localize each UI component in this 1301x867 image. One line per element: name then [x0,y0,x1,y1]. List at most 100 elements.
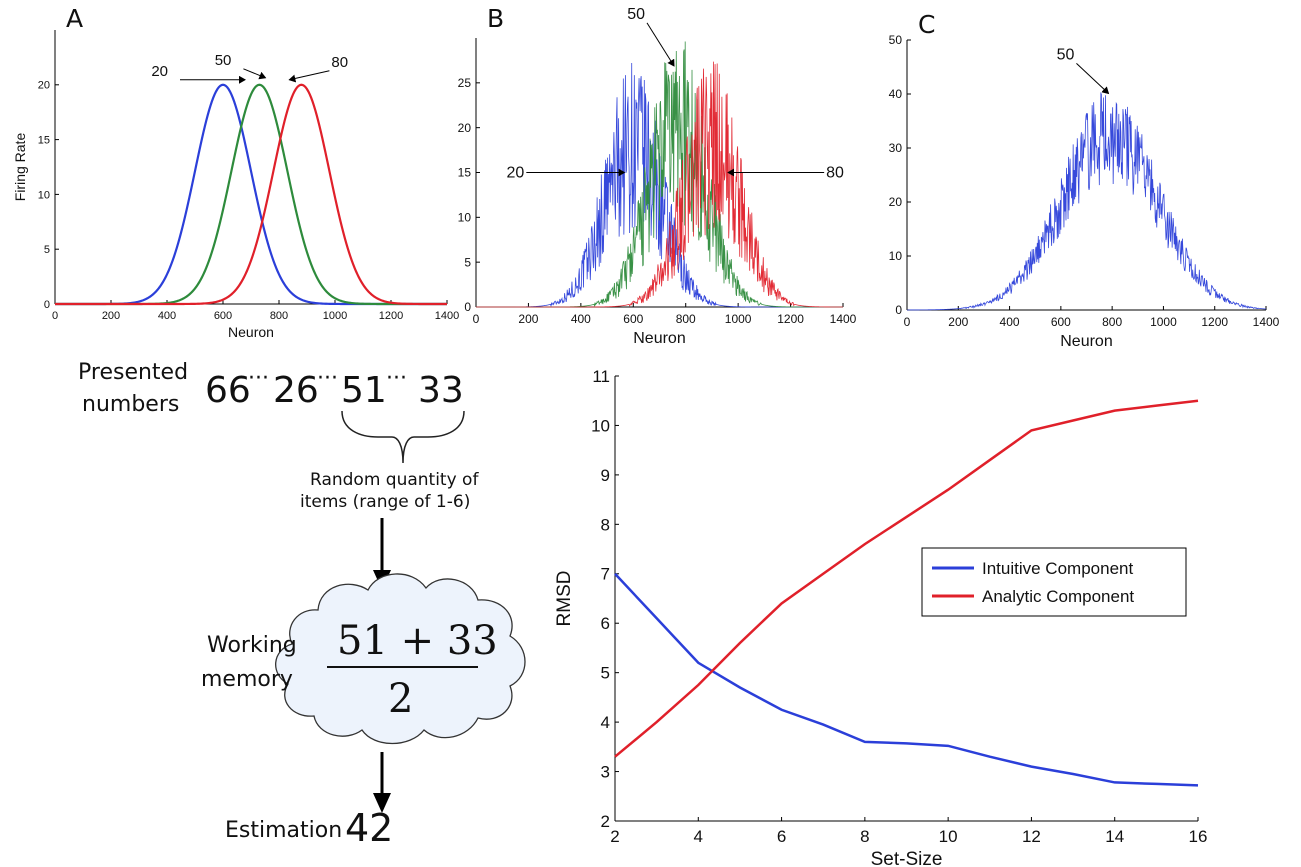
annotation-label: 80 [331,54,348,71]
y-tick-label: 15 [38,134,50,146]
chart-panel-a: 0 200 400 600 800 1000 1200 1400 0 5 10 15 20 Neuron F… [12,30,459,340]
x-tick-label: 400 [1000,315,1020,329]
x-axis-label: Set-Size [871,849,943,867]
series-line [614,399,1199,758]
x-axis-label: Neuron [1060,333,1112,350]
presented-label-2: numbers [82,392,180,417]
x-tick-label: 1200 [379,310,403,322]
x-axis-label: Neuron [633,330,685,347]
x-tick-label: 600 [1051,315,1071,329]
y-tick-label: 10 [38,189,50,201]
y-tick-label: 5 [464,255,471,269]
x-tick-label: 1200 [777,312,804,326]
y-tick-label: 20 [889,195,903,209]
y-axis-label: RMSD [554,571,575,627]
x-tick-label: 1200 [1201,315,1228,329]
y-tick-label: 20 [458,121,472,135]
y-tick-label: 11 [592,367,610,386]
sequence-dots-2: ··· [317,366,338,391]
y-tick-label: 20 [38,80,50,92]
sequence-dots-1: ··· [248,366,269,391]
random-quantity-line-2: items (range of 1-6) [300,492,471,512]
annotation-label: 20 [507,165,525,182]
legend-label: Analytic Component [982,587,1134,606]
x-tick-label: 14 [1105,827,1124,846]
annotation-label: 50 [215,52,232,69]
y-tick-label: 8 [601,515,610,534]
y-tick-label: 0 [895,303,902,317]
working-memory-label-2: memory [201,667,293,692]
sequence-26: 26 [273,370,319,411]
panel-letter-c: C [918,10,936,39]
series-line [476,61,844,308]
denominator: 2 [388,676,414,722]
x-axis-label: Neuron [228,324,274,340]
legend-box [921,547,1187,617]
y-tick-label: 15 [458,166,472,180]
working-memory-label-1: Working [207,633,297,658]
x-tick-label: 200 [948,315,968,329]
annotation-arrow [1076,63,1110,95]
y-tick-label: 6 [601,614,610,633]
x-tick-label: 0 [473,312,480,326]
brace [341,410,465,464]
chart-panel-b: 0 200 400 600 800 1000 1200 1400 0 5 10 15 20 25 Neuro… [458,6,857,347]
x-tick-label: 12 [1022,827,1041,846]
charts-layer: 0 200 400 600 800 1000 1200 140005101520NeuronF… [12,6,1280,867]
y-tick-label: 50 [889,33,903,47]
estimation-value: 42 [345,806,394,850]
series-line [906,91,1267,311]
x-tick-label: 1000 [725,312,752,326]
working-memory-cloud [275,573,526,744]
x-tick-label: 4 [694,827,703,846]
x-tick-label: 8 [860,827,869,846]
x-tick-label: 10 [939,827,958,846]
annotation-label: 50 [1057,46,1075,63]
x-tick-label: 400 [571,312,591,326]
x-tick-label: 200 [518,312,538,326]
annotation-arrow [646,22,675,67]
y-tick-label: 5 [601,664,610,683]
legend: Intuitive Component Analytic Component [921,547,1187,617]
y-tick-label: 0 [44,299,50,311]
x-tick-label: 600 [214,310,232,322]
x-tick-label: 2 [610,827,619,846]
y-tick-label: 2 [601,812,610,831]
annotation-label: 80 [826,165,844,182]
x-tick-label: 0 [52,310,58,322]
estimation-label: Estimation [225,818,343,843]
x-tick-label: 16 [1189,827,1208,846]
x-tick-label: 400 [158,310,176,322]
flow-diagram [275,410,526,813]
y-tick-label: 10 [458,211,472,225]
x-tick-label: 6 [777,827,786,846]
random-quantity-line-1: Random quantity of [310,470,479,490]
y-tick-label: 25 [458,76,472,90]
sequence-dots-3: ··· [386,366,407,391]
chart-panel-d: 2 4 6 8 10 12 14 16 2 3 4 5 6 7 8 9 10 11 Set-Size RMSD Intu… [554,367,1207,867]
presented-label-1: Presented [78,360,189,385]
y-tick-label: 4 [601,713,610,732]
x-tick-label: 800 [676,312,696,326]
x-tick-label: 0 [904,315,911,329]
series-line [476,41,843,308]
annotation-arrow [243,68,267,80]
sequence-33: 33 [418,370,464,411]
x-tick-label: 1400 [435,310,459,322]
sequence-51: 51 [341,370,387,411]
y-tick-label: 10 [591,416,610,435]
x-tick-label: 200 [102,310,120,322]
y-axis-label: Firing Rate [12,133,28,202]
chart-panel-c: 0 200 400 600 800 1000 1200 1400 0 10 20 30 40 50 Neur… [889,33,1280,350]
sequence-66: 66 [205,370,251,411]
x-tick-label: 600 [623,312,643,326]
y-tick-label: 10 [889,249,903,263]
x-tick-label: 1400 [830,312,857,326]
y-tick-label: 0 [464,300,471,314]
panel-letter-b: B [487,4,505,33]
y-tick-label: 30 [889,141,903,155]
arrowhead-2 [373,793,391,813]
x-tick-label: 1400 [1253,315,1280,329]
x-tick-label: 1000 [323,310,347,322]
